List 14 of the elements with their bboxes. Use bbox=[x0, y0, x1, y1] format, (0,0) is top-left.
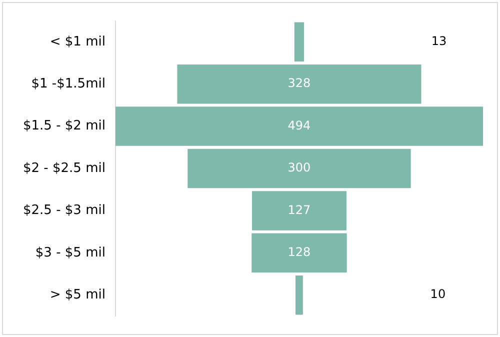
category-label: $3 - $5 mil bbox=[35, 245, 106, 260]
data-label: 300 bbox=[288, 160, 311, 175]
category-label: $2 - $2.5 mil bbox=[22, 160, 106, 176]
data-label: 127 bbox=[288, 202, 311, 217]
category-label: $1.5 - $2 mil bbox=[22, 118, 106, 134]
data-label: 10 bbox=[430, 287, 446, 302]
data-label: 128 bbox=[288, 245, 311, 260]
category-label: $1 -$1.5mil bbox=[31, 76, 106, 92]
category-label: < $1 mil bbox=[50, 34, 106, 50]
category-label: > $5 mil bbox=[50, 287, 106, 302]
category-label: $2.5 - $3 mil bbox=[22, 203, 106, 218]
data-label: 328 bbox=[288, 76, 311, 90]
data-label: 494 bbox=[288, 118, 311, 132]
data-label: 13 bbox=[431, 34, 447, 48]
